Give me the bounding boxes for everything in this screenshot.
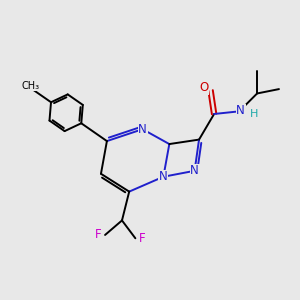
Text: N: N (190, 164, 199, 177)
Text: N: N (159, 170, 168, 183)
Text: H: H (250, 109, 258, 119)
Text: N: N (236, 104, 245, 117)
Text: N: N (138, 123, 147, 136)
Text: CH₃: CH₃ (21, 81, 39, 91)
Text: O: O (200, 81, 209, 94)
Text: F: F (95, 229, 102, 242)
Text: F: F (139, 232, 145, 245)
